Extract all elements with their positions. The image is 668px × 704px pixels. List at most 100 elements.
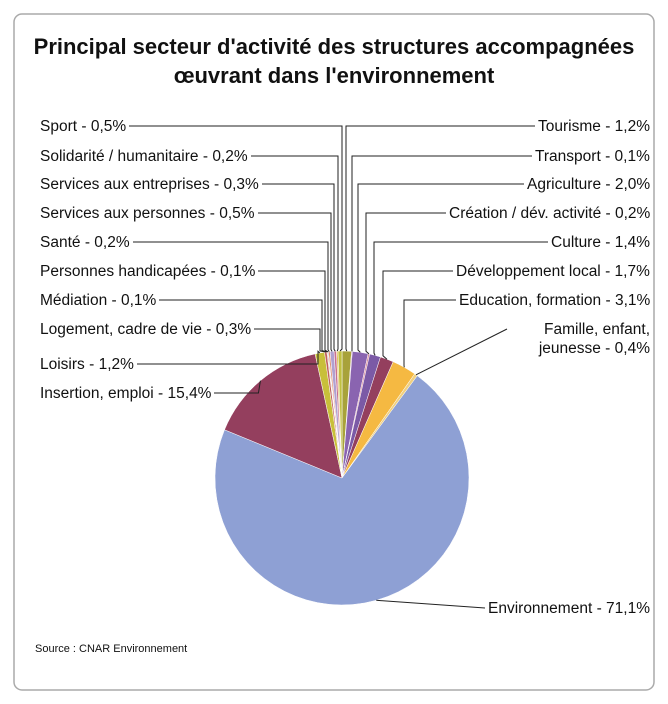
separator: - <box>600 117 615 135</box>
category-name: Famille, enfant, jeunesse <box>538 320 650 357</box>
value-label: 1,2% <box>98 355 134 373</box>
slice-label: Création / dév. activité - 0,2% <box>449 204 650 223</box>
slice-label: Insertion, emploi - 15,4% <box>40 384 211 403</box>
value-label: 71,1% <box>606 599 650 617</box>
pie-slice <box>337 350 343 479</box>
leader-line <box>254 328 326 353</box>
category-name: Insertion, emploi <box>40 384 154 402</box>
slice-label: Santé - 0,2% <box>40 233 130 252</box>
slice-label: Développement local - 1,7% <box>456 262 650 281</box>
category-name: Santé <box>40 233 81 251</box>
value-label: 1,2% <box>614 117 651 135</box>
leader-line <box>262 183 336 352</box>
separator: - <box>600 147 615 165</box>
chart-title: Principal secteur d'activité des structu… <box>33 34 635 88</box>
category-name: Tourisme <box>538 117 601 135</box>
separator: - <box>205 204 220 222</box>
leader-line <box>403 299 456 368</box>
value-label: 0,3% <box>223 175 259 193</box>
separator: - <box>153 384 168 402</box>
slice-label: Agriculture - 2,0% <box>527 175 650 194</box>
separator: - <box>77 117 91 135</box>
category-name: Développement local <box>456 262 601 280</box>
leader-line <box>357 183 524 353</box>
value-label: 0,4% <box>614 339 650 357</box>
separator: - <box>206 262 221 280</box>
slice-label: Solidarité / humanitaire - 0,2% <box>40 147 248 166</box>
source: Source : CNAR Environnement <box>35 643 188 655</box>
leader-line <box>137 350 321 365</box>
pie-slice <box>224 353 343 479</box>
value-label: 1,7% <box>614 262 650 280</box>
leader-line <box>258 270 329 353</box>
leader-line <box>251 155 339 352</box>
value-label: 15,4% <box>167 384 212 402</box>
separator: - <box>209 175 224 193</box>
slice-label: Culture - 1,4% <box>551 233 650 252</box>
slice-label: Tourisme - 1,2% <box>538 117 650 136</box>
category-name: Personnes handicapées <box>40 262 207 280</box>
category-name: Solidarité / humanitaire <box>40 147 199 165</box>
category-name: Médiation <box>40 291 108 309</box>
value-label: 0,2% <box>614 204 651 222</box>
leader-line <box>129 125 343 352</box>
slice-label: Environnement - 71,1% <box>488 599 650 618</box>
category-name: Agriculture <box>527 175 602 193</box>
slice-label: Services aux personnes - 0,5% <box>40 204 255 223</box>
leader-line <box>351 155 532 352</box>
value-label: 0,5% <box>219 204 255 222</box>
separator: - <box>80 233 95 251</box>
value-label: 3,1% <box>614 291 651 309</box>
leader-line <box>382 270 453 360</box>
separator: - <box>202 320 216 338</box>
separator: - <box>601 204 615 222</box>
slice-label: Loisirs - 1,2% <box>40 355 134 374</box>
leader-line <box>376 599 486 609</box>
separator: - <box>600 339 615 357</box>
leader-line <box>214 380 261 394</box>
value-label: 0,3% <box>215 320 252 338</box>
value-label: 0,1% <box>614 147 650 165</box>
category-name: Transport <box>535 147 601 165</box>
leader-line <box>159 299 328 353</box>
slice-label: Sport - 0,5% <box>40 117 126 136</box>
separator: - <box>592 599 607 617</box>
category-name: Environnement <box>488 599 593 617</box>
leader-line <box>258 212 333 352</box>
separator: - <box>601 175 615 193</box>
value-label: 0,1% <box>121 291 157 309</box>
category-name: Services aux personnes <box>40 204 206 222</box>
leader-line <box>345 125 535 352</box>
value-label: 2,0% <box>614 175 651 193</box>
pie-slice <box>214 375 470 606</box>
slice-label: Education, formation - 3,1% <box>459 291 650 310</box>
value-label: 0,2% <box>212 147 248 165</box>
category-name: Création / dév. activité <box>449 204 602 222</box>
separator: - <box>601 291 615 309</box>
value-label: 0,1% <box>220 262 256 280</box>
separator: - <box>84 355 99 373</box>
leader-line <box>133 241 330 352</box>
category-name: Services aux entreprises <box>40 175 210 193</box>
leader-line <box>365 212 446 355</box>
category-name: Loisirs <box>40 355 85 373</box>
slice-label: Famille, enfant, jeunesse - 0,4% <box>510 320 650 358</box>
category-name: Culture <box>551 233 601 251</box>
separator: - <box>600 233 615 251</box>
slice-label: Personnes handicapées - 0,1% <box>40 262 255 281</box>
leader-line <box>415 328 508 376</box>
category-name: Logement, cadre de vie <box>40 320 202 338</box>
value-label: 1,4% <box>614 233 651 251</box>
value-label: 0,2% <box>94 233 130 251</box>
slice-label: Médiation - 0,1% <box>40 291 156 310</box>
separator: - <box>198 147 213 165</box>
separator: - <box>600 262 615 280</box>
leader-line <box>373 241 548 356</box>
category-name: Education, formation <box>459 291 602 309</box>
slice-label: Transport - 0,1% <box>535 147 650 166</box>
category-name: Sport <box>40 117 78 135</box>
separator: - <box>107 291 121 309</box>
slice-label: Logement, cadre de vie - 0,3% <box>40 320 251 339</box>
